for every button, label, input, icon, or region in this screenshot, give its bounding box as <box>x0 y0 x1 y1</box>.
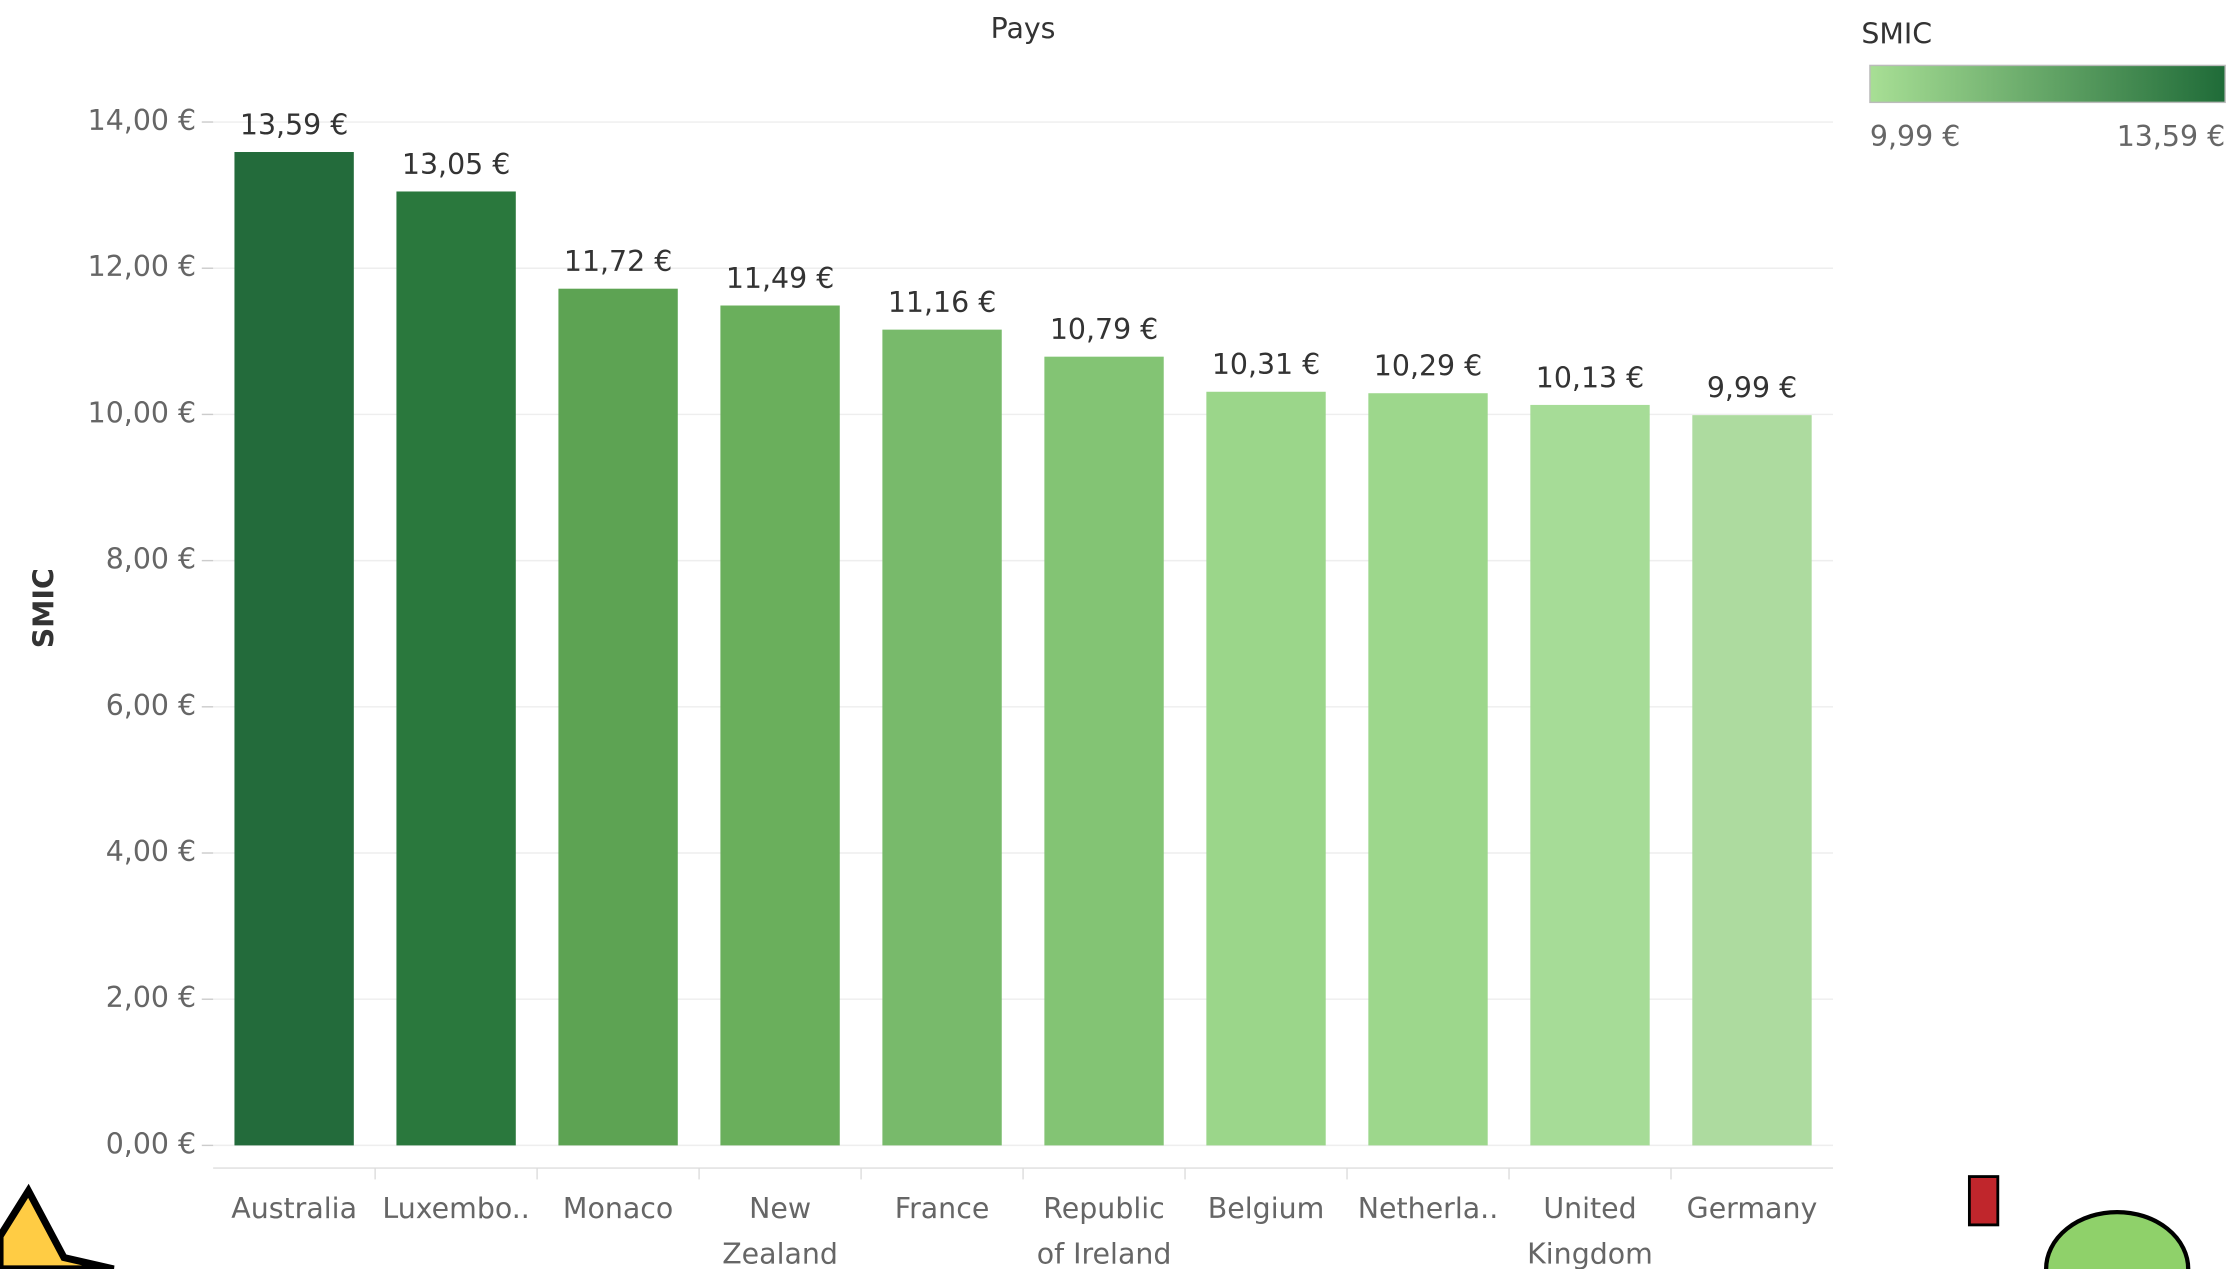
frog-decoration <box>2044 1209 2191 1273</box>
value-label: 11,72 € <box>564 245 672 278</box>
x-tick-label-box: Netherla.. <box>1357 1190 1499 1225</box>
legend-max-label: 13,59 € <box>2117 120 2225 153</box>
value-label: 11,49 € <box>726 262 834 295</box>
x-tick-label-box: New Zealand <box>722 1190 838 1271</box>
x-tick-label-box: Republic of Ireland <box>1036 1190 1172 1271</box>
glass-decoration <box>1967 1175 2000 1227</box>
x-tick-label: Monaco <box>562 1190 674 1225</box>
x-tick-label: United Kingdom <box>1527 1190 1653 1271</box>
y-axis-label: SMIC <box>27 568 60 648</box>
star-decoration <box>0 1183 115 1273</box>
y-tick-label: 6,00 € <box>106 689 196 722</box>
y-tick-label: 4,00 € <box>106 835 196 868</box>
x-tick-label-box: Belgium <box>1207 1190 1325 1225</box>
x-tick-label: Belgium <box>1207 1190 1325 1225</box>
bar <box>720 305 840 1146</box>
value-label: 11,16 € <box>888 286 996 319</box>
x-tick-label: New Zealand <box>722 1190 838 1271</box>
y-tick-label: 14,00 € <box>88 104 196 137</box>
x-tick-label-box: United Kingdom <box>1527 1190 1653 1271</box>
y-tick-label: 0,00 € <box>106 1127 196 1160</box>
bar <box>1692 415 1812 1146</box>
value-label: 13,05 € <box>402 148 510 181</box>
x-tick-label-box: France <box>894 1190 990 1225</box>
x-tick-label-box: Monaco <box>562 1190 674 1225</box>
value-label: 10,79 € <box>1050 313 1158 346</box>
bar <box>1206 391 1326 1146</box>
y-tick-label: 12,00 € <box>88 250 196 283</box>
value-label: 10,13 € <box>1536 361 1644 394</box>
x-tick-label-box: Germany <box>1686 1190 1818 1225</box>
x-tick-label-box: Luxembo.. <box>382 1190 530 1225</box>
bar <box>882 329 1002 1146</box>
x-tick-label: Germany <box>1686 1190 1818 1225</box>
x-tick-label: France <box>894 1190 990 1225</box>
y-tick-label: 2,00 € <box>106 981 196 1014</box>
value-label: 10,29 € <box>1374 350 1482 383</box>
bar <box>1044 356 1164 1146</box>
bar <box>234 152 354 1146</box>
legend-gradient <box>1869 64 2226 104</box>
legend-min-label: 9,99 € <box>1870 120 1960 153</box>
y-tick-label: 8,00 € <box>106 543 196 576</box>
x-tick-label: Luxembo.. <box>382 1190 530 1225</box>
bar <box>1530 404 1650 1146</box>
bar <box>1368 393 1488 1146</box>
x-tick-label: Australia <box>231 1190 357 1225</box>
x-tick-label: Netherla.. <box>1357 1190 1499 1225</box>
value-label: 13,59 € <box>240 108 348 141</box>
chart-title: Pays <box>991 12 1056 45</box>
x-tick-label-box: Australia <box>231 1190 357 1225</box>
bar <box>396 191 516 1146</box>
y-tick-label: 10,00 € <box>88 396 196 429</box>
value-label: 9,99 € <box>1707 372 1797 405</box>
x-tick-label: Republic of Ireland <box>1036 1190 1172 1271</box>
value-label: 10,31 € <box>1212 348 1320 381</box>
bar <box>558 288 678 1146</box>
legend-title: SMIC <box>1861 18 1932 51</box>
